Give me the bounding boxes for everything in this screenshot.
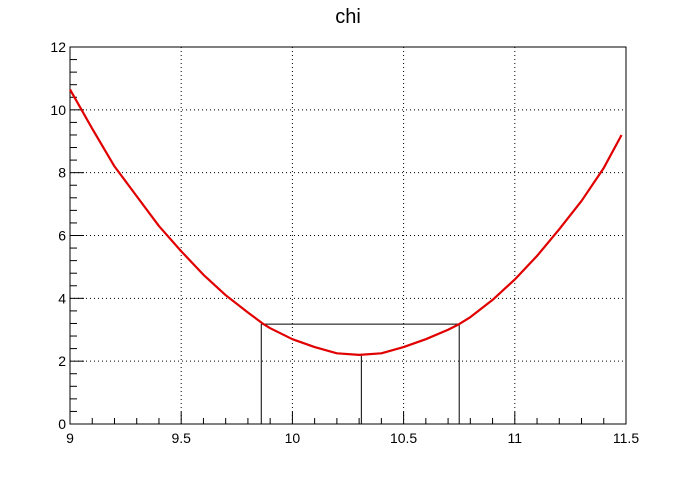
y-tick-label: 2 (58, 353, 66, 369)
x-tick-label: 10.5 (390, 430, 417, 446)
y-tick-label: 10 (50, 102, 66, 118)
x-tick-label: 10 (285, 430, 301, 446)
x-tick-label: 11 (508, 430, 523, 446)
x-tick-label: 11.5 (613, 430, 639, 446)
y-tick-label: 0 (58, 416, 66, 432)
y-tick-label: 12 (50, 39, 66, 55)
y-tick-label: 4 (58, 290, 66, 306)
chart-title: chi (335, 6, 361, 28)
y-tick-label: 6 (58, 228, 66, 244)
y-tick-label: 8 (58, 165, 66, 181)
x-tick-label: 9.5 (171, 430, 191, 446)
chi-curve (69, 88, 623, 356)
x-tick-label: 9 (66, 430, 74, 446)
